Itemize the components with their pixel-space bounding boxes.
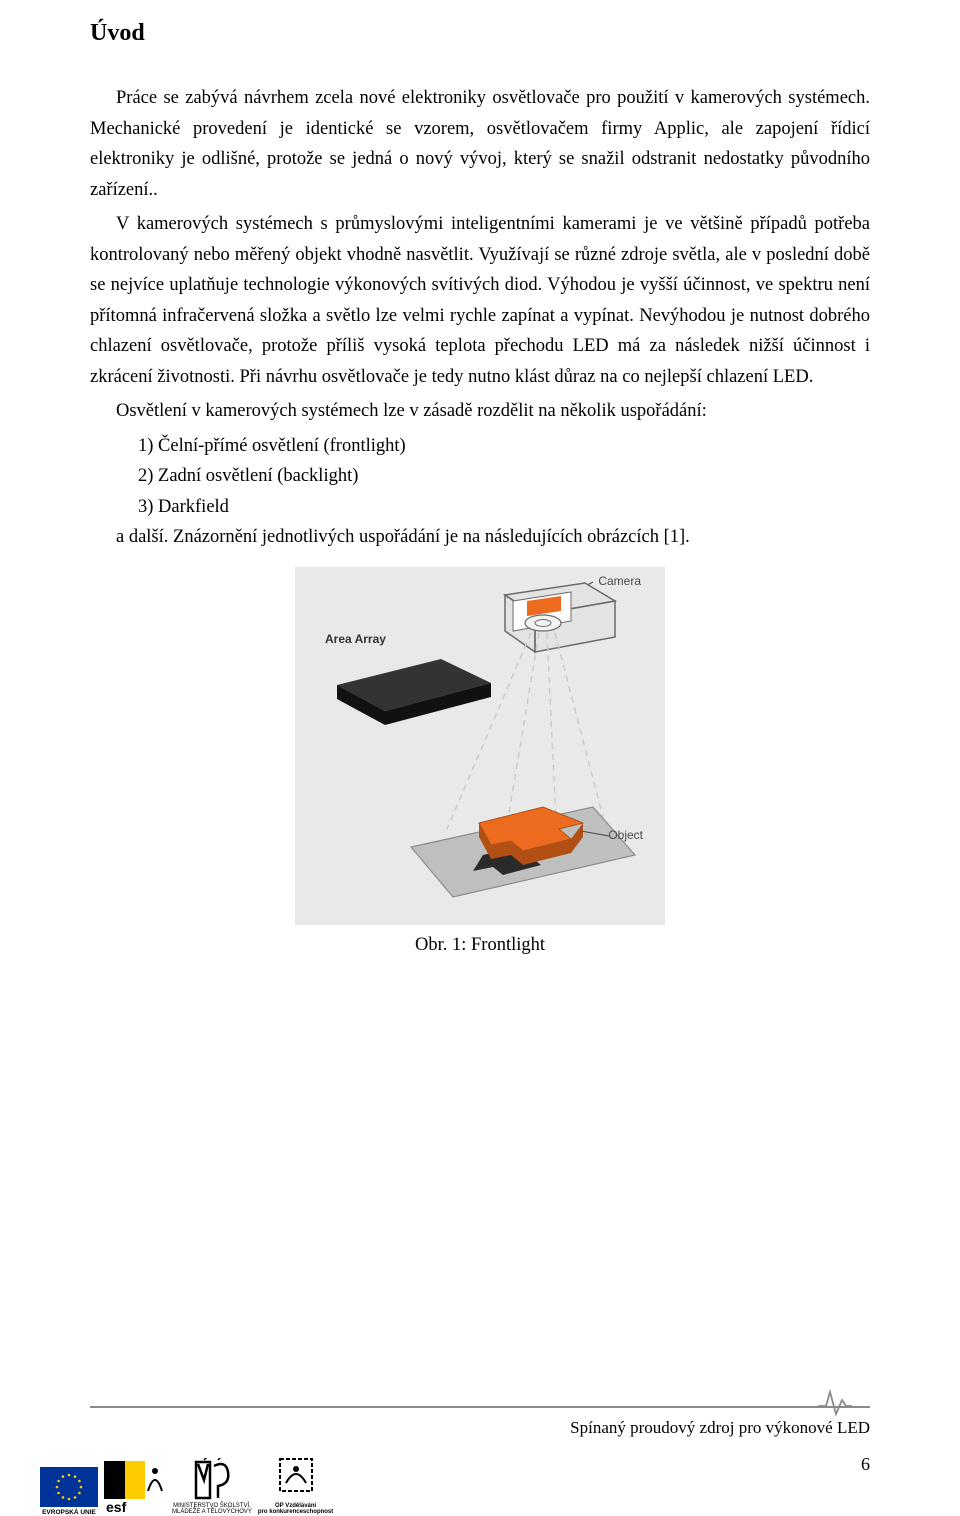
eu-flag-icon [40,1467,98,1507]
camera-label: Camera [598,574,641,588]
page-number: 6 [861,1454,870,1475]
footer-spike-icon [818,1388,852,1416]
paragraph-intro-2: V kamerových systémech s průmyslovými in… [90,209,870,392]
op-logo: OP Vzdělávánípro konkurenceschopnost [258,1455,333,1516]
area-array-label: Area Array [325,632,386,646]
op-label: OP Vzdělávánípro konkurenceschopnost [258,1503,333,1516]
figure-frontlight: Camera Area Array [295,567,665,925]
object-label: Object [608,828,643,842]
esf-logo: esf [104,1461,166,1516]
op-icon [276,1455,316,1503]
footer-title: Spínaný proudový zdroj pro výkonové LED [570,1418,870,1438]
footer-divider [90,1406,870,1408]
msmt-logo: MINISTERSTVO ŠKOLSTVÍ,MLÁDEŽE A TĚLOVÝCH… [172,1458,252,1516]
list-item-1: 1) Čelní-přímé osvětlení (frontlight) [138,431,870,462]
eu-logo: EVROPSKÁ UNIE [40,1467,98,1516]
msmt-label: MINISTERSTVO ŠKOLSTVÍ,MLÁDEŽE A TĚLOVÝCH… [172,1503,252,1516]
footer-logos: EVROPSKÁ UNIE esf MINISTERSTVO ŠKOLSTVÍ,… [40,1455,333,1516]
msmt-icon [190,1458,234,1502]
list-item-3: 3) Darkfield [138,492,870,523]
eu-label: EVROPSKÁ UNIE [42,1509,96,1516]
paragraph-after-list: a další. Znázornění jednotlivých uspořád… [116,522,870,553]
figure-caption: Obr. 1: Frontlight [90,935,870,956]
esf-label: esf [104,1499,166,1516]
page-footer: Spínaný proudový zdroj pro výkonové LED … [0,1406,960,1516]
paragraph-intro-1: Práce se zabývá návrhem zcela nové elekt… [90,83,870,205]
list-item-2: 2) Zadní osvětlení (backlight) [138,461,870,492]
paragraph-list-intro: Osvětlení v kamerových systémech lze v z… [116,396,870,427]
section-heading: Úvod [90,20,870,47]
